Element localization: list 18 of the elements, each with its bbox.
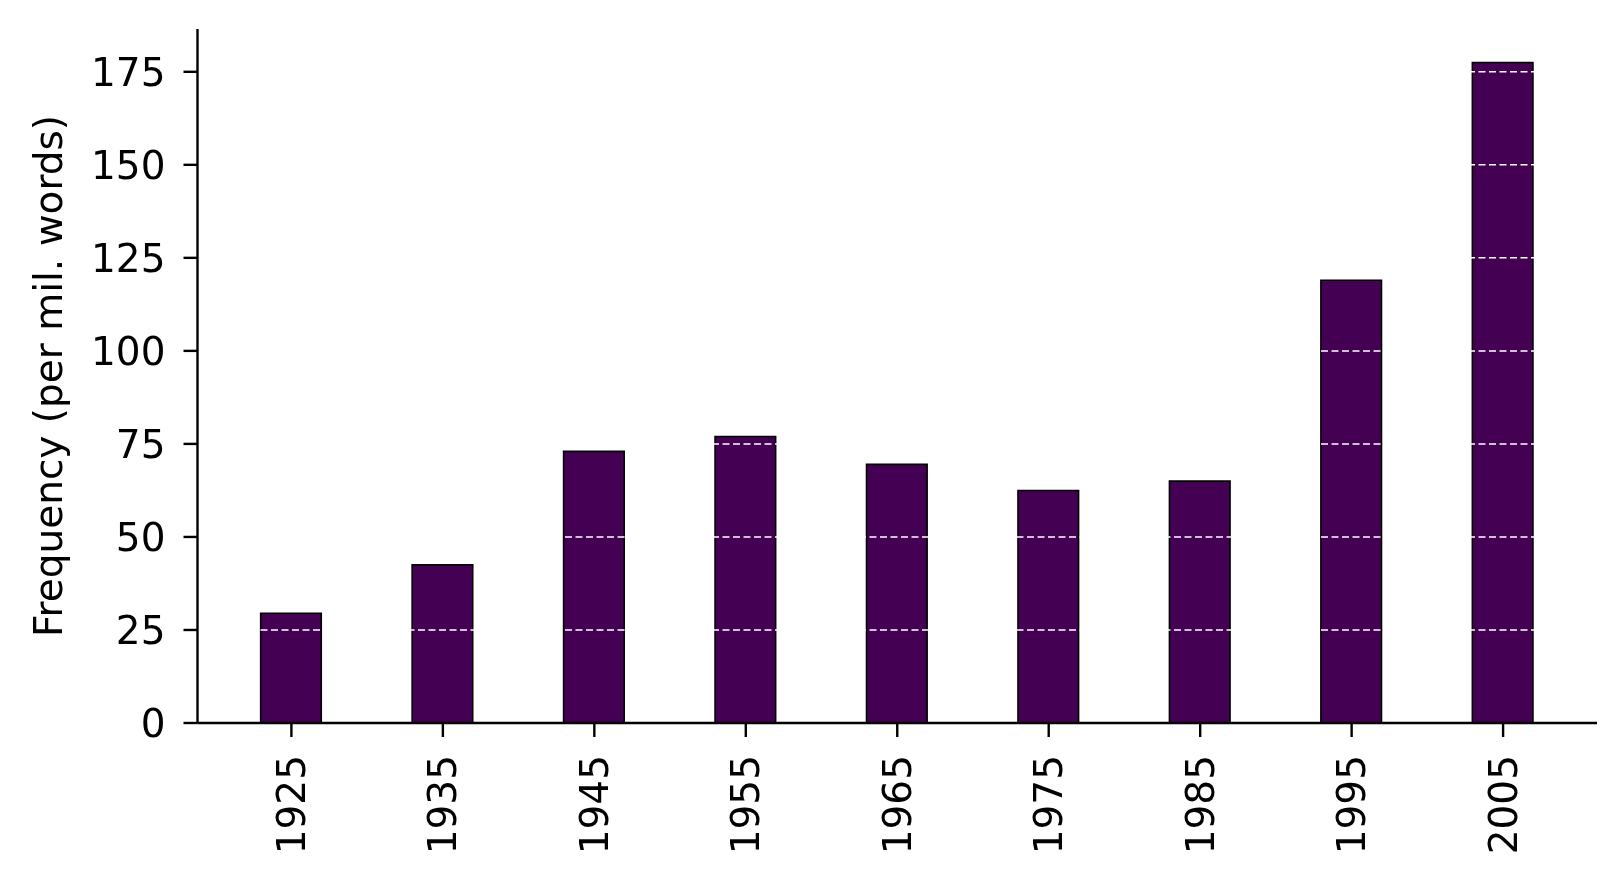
y-tick-label: 0 (140, 700, 166, 746)
y-tick-label: 100 (91, 328, 166, 374)
y-tick-label: 125 (91, 235, 166, 281)
y-tick-label: 25 (115, 607, 166, 653)
x-tick-label: 1975 (1026, 755, 1072, 855)
y-axis-title: Frequency (per mil. words) (25, 114, 71, 638)
x-tick-label: 2005 (1480, 755, 1526, 855)
x-tick-label: 1955 (723, 755, 769, 855)
y-tick-label: 175 (91, 49, 166, 95)
y-tick-label: 50 (115, 514, 166, 560)
x-tick-label: 1945 (571, 755, 617, 855)
y-tick-label: 75 (115, 421, 166, 467)
x-tick-label: 1965 (874, 755, 920, 855)
x-tick-label: 1995 (1329, 755, 1375, 855)
x-tick-label: 1985 (1177, 755, 1223, 855)
y-tick-label: 150 (91, 142, 166, 188)
x-tick-label: 1925 (268, 755, 314, 855)
x-tick-label: 1935 (420, 755, 466, 855)
